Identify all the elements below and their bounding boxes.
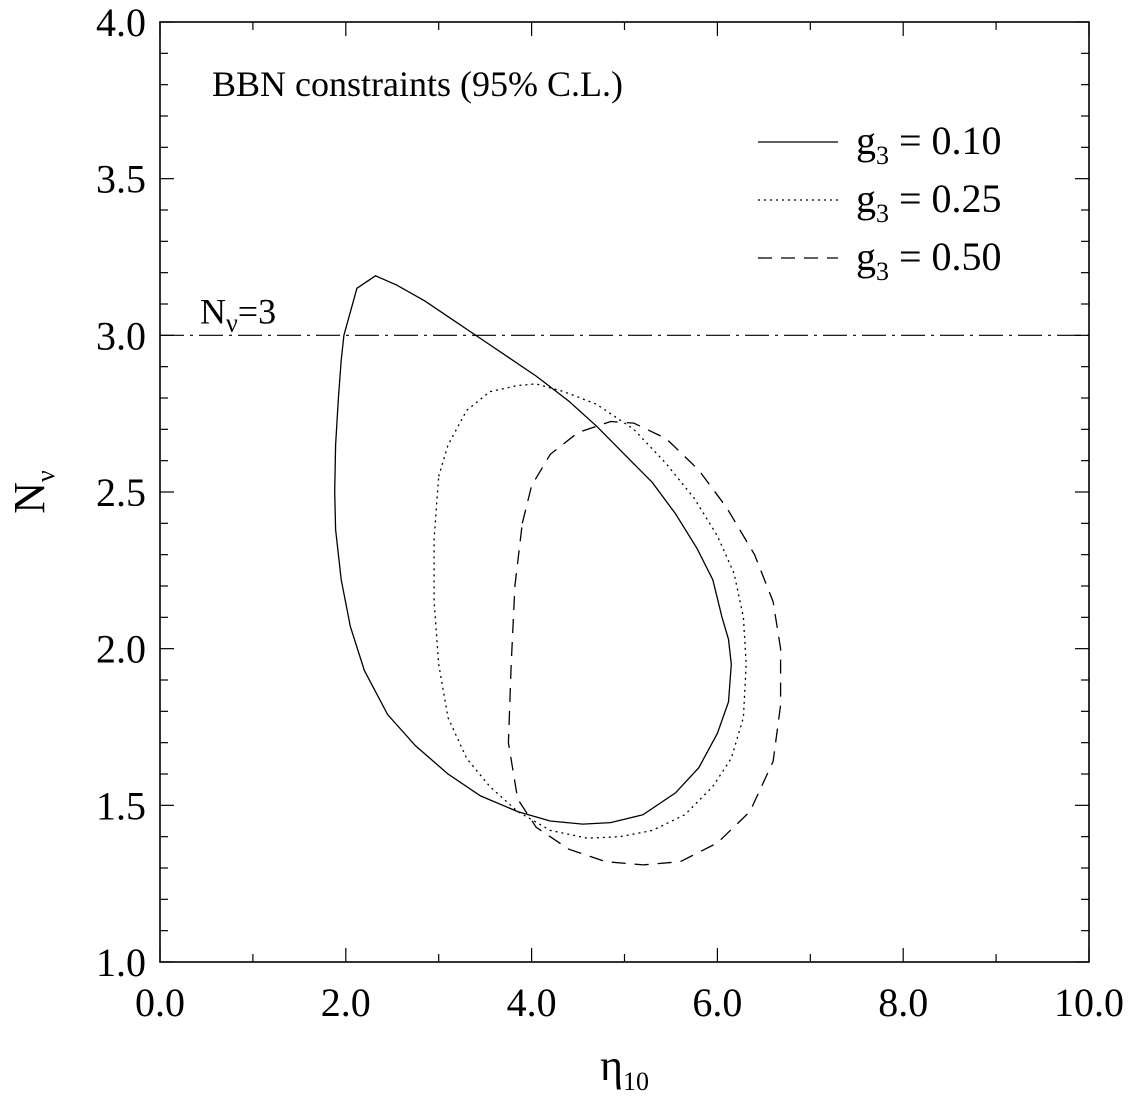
reference-label-rest: =3 (238, 291, 276, 331)
x-tick-label: 2.0 (321, 980, 371, 1025)
y-tick-label: 1.5 (96, 783, 146, 828)
legend-label-subscript: 3 (876, 257, 889, 286)
legend-label-3: g3 = 0.50 (856, 234, 1002, 286)
legend-label-subscript: 3 (876, 199, 889, 228)
legend-label-1: g3 = 0.10 (856, 118, 1002, 170)
ticks-layer: 0.0 2.0 4.0 6.0 8.0 10.0 1.0 1.5 2.0 2.5 3.0 3.5 4.0 (96, 0, 1124, 1025)
legend-label-subscript: 3 (876, 141, 889, 170)
y-tick-label: 2.0 (96, 627, 146, 672)
x-tick-label: 4.0 (507, 980, 557, 1025)
series-curve-1 (334, 275, 732, 825)
y-tick-label: 4.0 (96, 0, 146, 45)
x-tick-label: 0.0 (135, 980, 185, 1025)
reference-label-main: N (200, 291, 226, 331)
x-axis-title-main: η (600, 1041, 623, 1090)
x-axis-title-subscript: 10 (623, 1067, 649, 1096)
x-axis-title: η10 (600, 1041, 649, 1096)
reference-line-label: Nν=3 (200, 291, 276, 337)
series-curve-2 (433, 383, 747, 839)
legend-label-rest: = 0.10 (889, 118, 1002, 163)
y-axis-title-main: N (5, 482, 54, 514)
y-axis-title: Nν (5, 470, 60, 514)
legend-label-main: g (856, 176, 876, 221)
x-tick-label: 8.0 (878, 980, 928, 1025)
plot-frame (159, 21, 1090, 963)
legend-label-2: g3 = 0.25 (856, 176, 1002, 228)
series-layer (334, 275, 782, 866)
reference-label-subscript: ν (226, 308, 238, 337)
series-curve-3 (507, 420, 782, 866)
y-tick-label: 2.5 (96, 470, 146, 515)
legend-label-rest: = 0.50 (889, 234, 1002, 279)
legend-label-main: g (856, 118, 876, 163)
y-axis-title-subscript: ν (31, 470, 60, 482)
chart-title: BBN constraints (95% C.L.) (212, 64, 623, 104)
y-tick-label: 1.0 (96, 940, 146, 985)
legend-label-main: g (856, 234, 876, 279)
y-tick-label: 3.5 (96, 157, 146, 202)
legend-label-rest: = 0.25 (889, 176, 1002, 221)
y-tick-label: 3.0 (96, 313, 146, 358)
x-tick-label: 6.0 (692, 980, 742, 1025)
x-tick-label: 10.0 (1054, 980, 1124, 1025)
